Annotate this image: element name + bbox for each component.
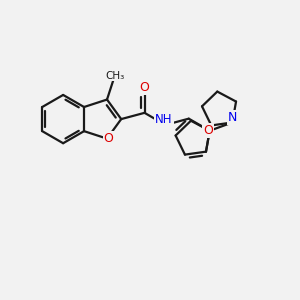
- Text: N: N: [228, 111, 237, 124]
- Text: NH: NH: [155, 113, 173, 126]
- Text: CH₃: CH₃: [105, 70, 124, 80]
- Text: O: O: [103, 132, 113, 145]
- Text: O: O: [139, 81, 149, 94]
- Text: O: O: [203, 124, 213, 136]
